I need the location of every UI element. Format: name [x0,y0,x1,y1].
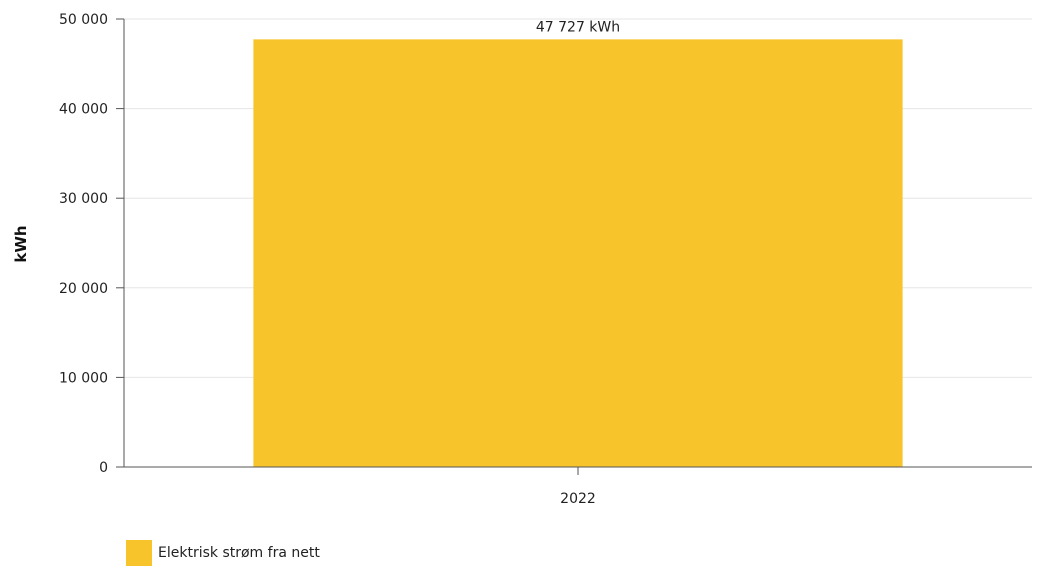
legend-swatch [126,540,152,566]
y-tick-label: 50 000 [59,12,108,28]
legend-label: Elektrisk strøm fra nett [158,545,320,561]
bar-chart: 0 10 000 20 000 30 000 40 000 50 000 47 727 kW… [12,12,1032,507]
bars [253,39,903,467]
y-axis-title: kWh [12,225,30,262]
data-label: 47 727 kWh [536,19,620,35]
y-tick-label: 10 000 [59,370,108,386]
y-tick-label: 30 000 [59,191,108,207]
x-tick-label: 2022 [560,491,596,507]
axes [116,18,1032,475]
bar [253,39,903,467]
legend: Elektrisk strøm fra nett [126,540,320,566]
labels: 0 10 000 20 000 30 000 40 000 50 000 47 727 kW… [59,12,620,507]
y-tick-label: 40 000 [59,102,108,118]
y-tick-label: 0 [99,460,108,476]
y-tick-label: 20 000 [59,281,108,297]
